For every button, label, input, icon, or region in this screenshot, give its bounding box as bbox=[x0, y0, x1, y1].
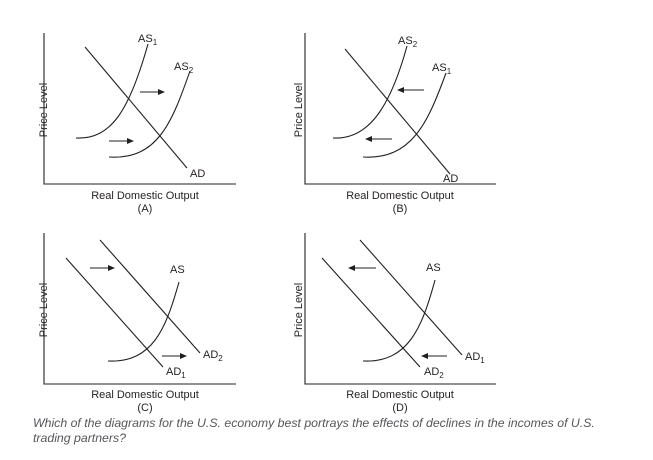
panel-c-shift-arrow-lower bbox=[162, 353, 187, 359]
panel-d-axes bbox=[304, 233, 496, 385]
panel-d-ad1-label: AD1 bbox=[465, 351, 485, 365]
panel-b-shift-arrow-lower bbox=[365, 136, 392, 142]
panel-a-caption: (A) bbox=[138, 203, 153, 215]
panel-c-as-curve bbox=[107, 281, 180, 362]
panel-c-ad1-label: AD1 bbox=[166, 366, 186, 380]
panel-c-ad2-curve bbox=[99, 239, 201, 354]
panel-a-axes bbox=[43, 33, 236, 185]
panel-c-caption: (C) bbox=[137, 402, 152, 414]
panel-b-y-axis-label: Price Level bbox=[293, 83, 305, 137]
panel-a-y-axis-label: Price Level bbox=[38, 83, 50, 137]
question-text: Which of the diagrams for the U.S. econo… bbox=[33, 416, 595, 445]
panel-d-x-axis-label: Real Domestic Output bbox=[346, 389, 454, 401]
panel-b-x-axis-label: Real Domestic Output bbox=[346, 190, 454, 202]
panel-d-ad1-curve bbox=[359, 239, 463, 356]
panel-b-as2-label: AS2 bbox=[398, 35, 418, 49]
panel-c-x-axis-label: Real Domestic Output bbox=[91, 389, 199, 401]
panel-d-shift-arrow-upper bbox=[348, 265, 376, 271]
panel-a-as1-curve bbox=[75, 43, 149, 139]
panel-a-shift-arrow-lower bbox=[109, 138, 134, 144]
panel-b-caption: (B) bbox=[393, 203, 408, 215]
panel-c: Price Level Real Domestic Output (C) AS … bbox=[38, 233, 236, 414]
panel-d-ad2-curve bbox=[321, 257, 421, 368]
panel-c-axes bbox=[43, 233, 236, 385]
panel-a-ad-label: AD bbox=[190, 168, 205, 180]
panel-b-ad-label: AD bbox=[443, 173, 458, 185]
panel-b-as2-curve bbox=[332, 45, 408, 139]
panel-d-shift-arrow-lower bbox=[421, 353, 447, 359]
panel-d-caption: (D) bbox=[392, 402, 407, 414]
panel-c-as-label: AS bbox=[170, 264, 185, 276]
panel-b-axes bbox=[304, 33, 496, 185]
panel-a-x-axis-label: Real Domestic Output bbox=[91, 190, 199, 202]
panel-b-ad-curve bbox=[344, 48, 451, 175]
panel-c-y-axis-label: Price Level bbox=[38, 283, 50, 337]
panel-a-as2-curve bbox=[108, 70, 191, 158]
panel-a-ad-curve bbox=[84, 46, 188, 169]
panel-b: Price Level Real Domestic Output (B) AS2… bbox=[293, 33, 496, 215]
panel-c-shift-arrow-upper bbox=[90, 265, 115, 271]
panel-c-ad2-label: AD2 bbox=[203, 349, 223, 363]
panel-a-as1-label: AS1 bbox=[138, 33, 158, 47]
panel-d-as-curve bbox=[362, 279, 436, 362]
panel-c-ad1-curve bbox=[65, 257, 164, 368]
panel-a: Price Level Real Domestic Output (A) AS1… bbox=[38, 33, 236, 215]
panel-d: Price Level Real Domestic Output (D) AS … bbox=[293, 233, 496, 414]
panel-d-as-label: AS bbox=[426, 262, 441, 274]
panel-b-shift-arrow-upper bbox=[397, 87, 424, 93]
panel-d-y-axis-label: Price Level bbox=[293, 283, 305, 337]
panel-a-as2-label: AS2 bbox=[174, 61, 194, 75]
panel-d-ad2-label: AD2 bbox=[424, 366, 444, 380]
panel-a-shift-arrow-upper bbox=[140, 89, 165, 95]
panel-b-as1-label: AS1 bbox=[432, 62, 452, 76]
